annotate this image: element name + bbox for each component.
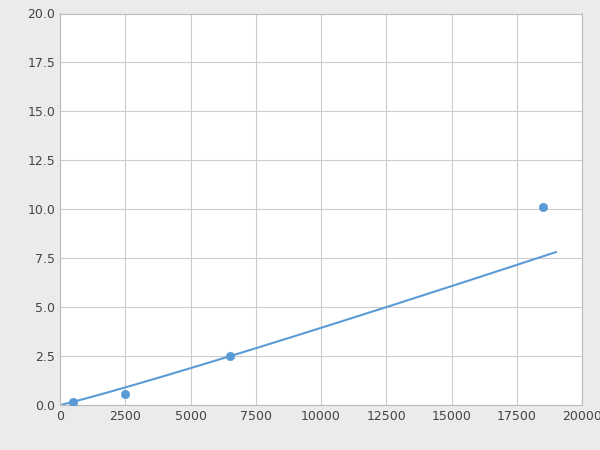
Point bbox=[68, 398, 78, 405]
Point bbox=[538, 204, 548, 211]
Point bbox=[121, 391, 130, 398]
Point bbox=[225, 352, 235, 360]
